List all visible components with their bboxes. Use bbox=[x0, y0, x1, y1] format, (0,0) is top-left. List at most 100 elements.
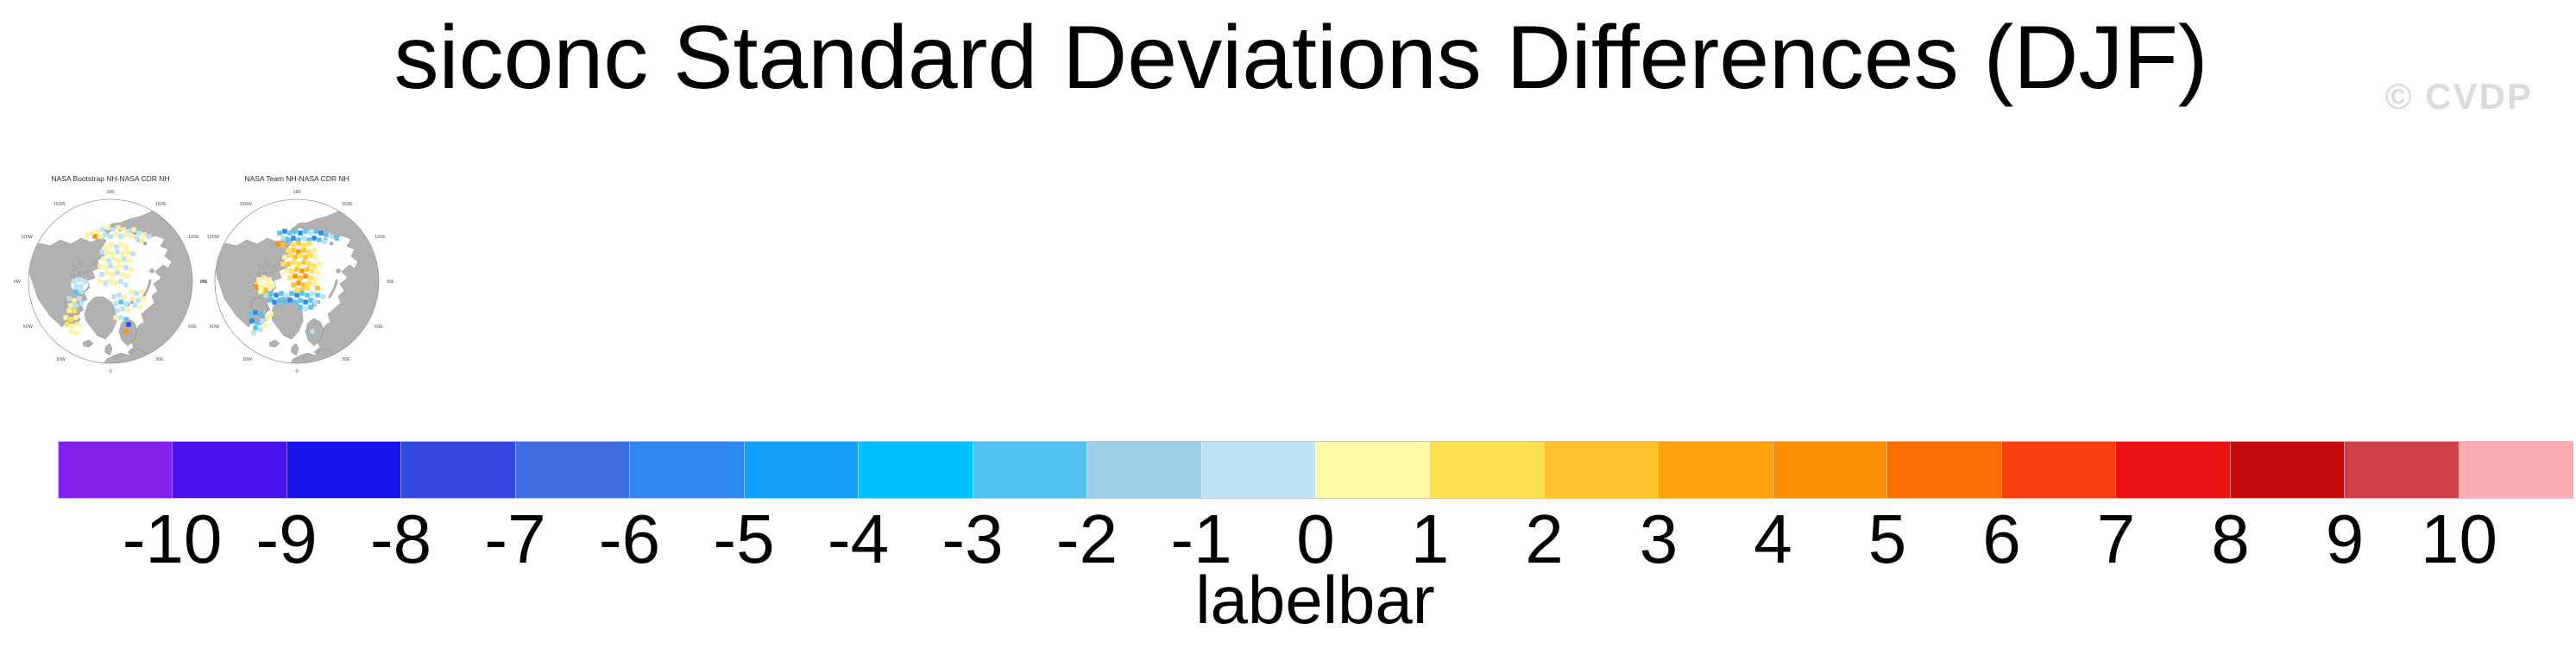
map-grid-cell bbox=[130, 296, 135, 301]
map-grid-cell bbox=[72, 298, 77, 303]
map-grid-cell bbox=[84, 232, 89, 237]
map-grid-cell bbox=[280, 242, 286, 248]
map-grid-cell bbox=[248, 312, 253, 317]
colorbar-segment bbox=[2115, 442, 2230, 498]
map-grid-cell bbox=[303, 274, 308, 279]
map-grid-cell bbox=[301, 260, 306, 265]
polar-map-slot: 180 150E 120E 90E 60E 30E 0 30W 60W 90W 120W 150W bbox=[11, 185, 209, 378]
map-title: NASA Team NH-NASA CDR NH bbox=[244, 174, 350, 183]
map-grid-cell bbox=[265, 282, 270, 287]
map-grid-cell bbox=[299, 291, 305, 296]
map-grid-cell bbox=[115, 249, 120, 255]
map-grid-cell bbox=[260, 284, 265, 289]
map-grid-cell bbox=[296, 241, 301, 246]
map-grid-cell bbox=[73, 315, 79, 320]
map-grid-cell bbox=[66, 308, 72, 313]
map-grid-cell bbox=[72, 308, 77, 313]
map-grid-cell bbox=[265, 315, 270, 320]
map-grid-cell bbox=[122, 294, 127, 299]
map-grid-cell bbox=[275, 241, 280, 246]
longitude-label: 60W bbox=[23, 324, 34, 330]
map-grid-cell bbox=[299, 287, 305, 293]
map-grid-cell bbox=[103, 265, 108, 270]
colorbar-segment bbox=[1200, 442, 1315, 498]
map-grid-cell bbox=[79, 289, 84, 294]
map-grid-cell bbox=[119, 242, 124, 248]
map-grid-cell bbox=[268, 312, 274, 317]
map-grid-cell bbox=[121, 227, 126, 232]
colorbar bbox=[58, 441, 2573, 499]
colorbar-segment bbox=[743, 442, 859, 498]
longitude-label: 60E bbox=[375, 324, 383, 330]
map-grid-cell bbox=[73, 284, 79, 289]
map-grid-cell bbox=[101, 256, 106, 261]
map-grid-cell bbox=[109, 242, 114, 248]
colorbar-segment bbox=[629, 442, 744, 498]
colorbar-tick-label: -10 bbox=[122, 500, 223, 577]
map-grid-cell bbox=[279, 291, 284, 296]
map-grid-cell bbox=[110, 272, 115, 277]
map-grid-cell bbox=[258, 312, 263, 317]
map-grid-cell bbox=[142, 232, 147, 237]
page-title: siconc Standard Deviations Differences (… bbox=[394, 8, 2208, 108]
map-grid-cell bbox=[299, 268, 305, 274]
longitude-label: 120E bbox=[375, 235, 386, 240]
map-grid-cell bbox=[113, 280, 118, 286]
colorbar-caption: labelbar bbox=[1195, 562, 1435, 638]
colorbar-segment bbox=[286, 442, 401, 498]
map-grid-cell bbox=[114, 244, 119, 249]
map-grid-cell bbox=[118, 234, 123, 239]
map-grid-cell bbox=[287, 253, 293, 258]
map-grid-cell bbox=[301, 242, 306, 248]
map-grid-cell bbox=[103, 232, 108, 237]
map-grid-cell bbox=[120, 251, 125, 256]
longitude-label: 30W bbox=[242, 357, 253, 362]
map-grid-cell bbox=[132, 303, 137, 308]
colorbar-tick-label: 7 bbox=[2096, 500, 2136, 577]
map-grid-cell bbox=[123, 317, 129, 322]
longitude-label: 180 bbox=[106, 190, 114, 195]
map-grid-cell bbox=[65, 322, 70, 327]
map-grid-cell bbox=[113, 315, 118, 320]
map-grid-cell bbox=[286, 237, 291, 242]
map-grid-cell bbox=[129, 234, 134, 239]
map-grid-cell bbox=[131, 227, 136, 232]
map-grid-cell bbox=[118, 299, 123, 305]
map-grid-cell bbox=[117, 293, 122, 298]
map-grid-cell bbox=[136, 230, 142, 236]
map-grid-cell bbox=[126, 322, 131, 327]
colorbar-tick-label: -7 bbox=[484, 500, 546, 577]
cvdp-watermark: © CVDP bbox=[2384, 76, 2533, 116]
map-grid-cell bbox=[263, 324, 268, 329]
map-grid-cell bbox=[293, 229, 298, 234]
colorbar-segment bbox=[1429, 442, 1544, 498]
map-grid-cell bbox=[125, 308, 130, 313]
map-grid-cell bbox=[329, 234, 334, 239]
map-grid-cell bbox=[98, 234, 103, 239]
map-grid-cell bbox=[253, 310, 258, 315]
map-grid-cell bbox=[126, 229, 131, 234]
map-grid-cell bbox=[310, 268, 315, 274]
map-grid-cell bbox=[123, 232, 129, 237]
map-grid-cell bbox=[301, 236, 306, 241]
map-grid-cell bbox=[291, 236, 296, 241]
longitude-label: 30W bbox=[56, 357, 66, 362]
colorbar-tick-label: -1 bbox=[1170, 500, 1232, 577]
map-title: NASA Bootstrap NH-NASA CDR NH bbox=[51, 174, 170, 183]
map-grid-cell bbox=[298, 275, 303, 280]
map-grid-cell bbox=[294, 287, 299, 293]
map-grid-cell bbox=[129, 289, 134, 294]
map-grid-cell bbox=[251, 330, 256, 336]
map-grid-cell bbox=[106, 258, 111, 263]
map-grid-cell bbox=[74, 330, 79, 336]
map-grid-cell bbox=[261, 275, 267, 280]
map-grid-cell bbox=[70, 324, 75, 329]
map-grid-cell bbox=[100, 227, 105, 232]
map-grid-cell bbox=[291, 248, 296, 253]
map-grid-cell bbox=[123, 282, 129, 287]
map-grid-cell bbox=[308, 298, 313, 303]
colorbar-segment bbox=[972, 442, 1087, 498]
colorbar-segment bbox=[514, 442, 630, 498]
map-grid-cell bbox=[308, 305, 313, 310]
